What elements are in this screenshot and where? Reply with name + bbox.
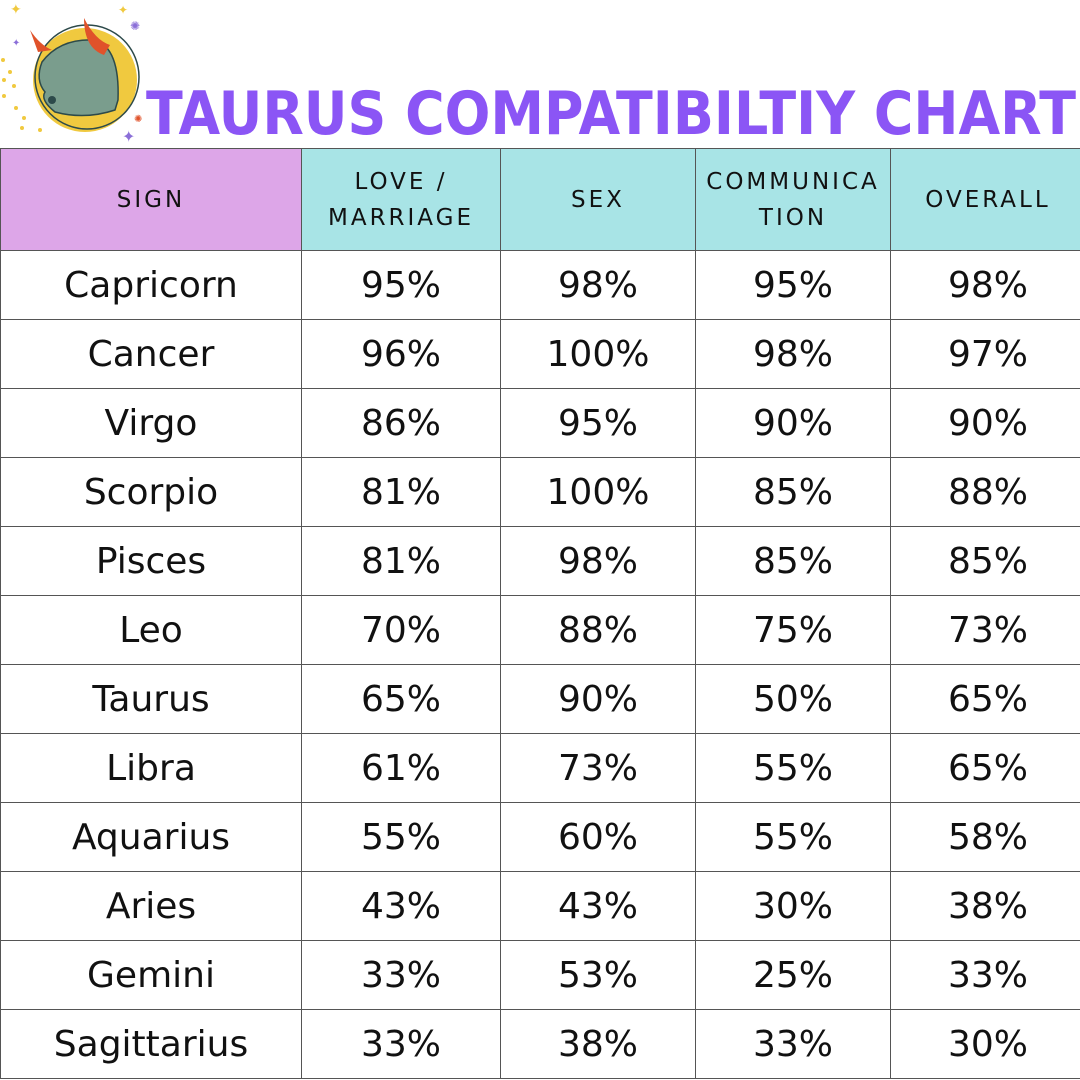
svg-text:✦: ✦ [10,2,22,18]
table-row: Virgo 86% 95% 90% 90% [0,388,1080,458]
svg-text:✦: ✦ [118,3,128,17]
value-cell: 38% [500,1009,696,1079]
value-cell: 73% [500,733,696,803]
value-cell: 43% [500,871,696,941]
sign-cell: Scorpio [0,457,302,527]
value-cell: 85% [890,526,1080,596]
value-cell: 33% [301,1009,501,1079]
value-cell: 33% [301,940,501,1010]
value-cell: 30% [890,1009,1080,1079]
column-header: OVERALL [890,148,1080,251]
value-cell: 90% [500,664,696,734]
value-cell: 97% [890,319,1080,389]
column-header-line: OVERALL [925,186,1051,213]
table-row: Capricorn 95% 98% 95% 98% [0,250,1080,320]
value-cell: 100% [500,457,696,527]
value-cell: 53% [500,940,696,1010]
column-header-line: SEX [571,186,625,213]
value-cell: 25% [695,940,891,1010]
svg-text:✦: ✦ [122,127,135,146]
taurus-bull-icon: ✦ ✦ ✺ ✦ ✺ ✦ [1,2,142,146]
table-row: Taurus 65% 90% 50% 65% [0,664,1080,734]
sign-cell: Virgo [0,388,302,458]
compatibility-table: SIGN LOVE / MARRIAGE SEX COMMUNICA TION OVERAL… [0,148,1080,1079]
table-row: Libra 61% 73% 55% 65% [0,733,1080,803]
table-row: Aries 43% 43% 30% 38% [0,871,1080,941]
value-cell: 98% [890,250,1080,320]
value-cell: 43% [301,871,501,941]
value-cell: 95% [695,250,891,320]
sign-cell: Capricorn [0,250,302,320]
value-cell: 55% [301,802,501,872]
column-header-line: LOVE / [354,168,448,195]
value-cell: 33% [890,940,1080,1010]
column-header-line: TION [758,204,828,231]
table-row: Sagittarius 33% 38% 33% 30% [0,1009,1080,1079]
value-cell: 65% [890,664,1080,734]
value-cell: 81% [301,457,501,527]
table-row: Leo 70% 88% 75% 73% [0,595,1080,665]
sign-cell: Aquarius [0,802,302,872]
value-cell: 96% [301,319,501,389]
value-cell: 98% [695,319,891,389]
value-cell: 65% [301,664,501,734]
sign-cell: Leo [0,595,302,665]
value-cell: 81% [301,526,501,596]
value-cell: 55% [695,802,891,872]
svg-text:✦: ✦ [12,38,20,49]
column-header: COMMUNICA TION [695,148,891,251]
value-cell: 85% [695,526,891,596]
header-row: SIGN LOVE / MARRIAGE SEX COMMUNICA TION OVERAL… [0,148,1080,251]
value-cell: 88% [890,457,1080,527]
sign-cell: Pisces [0,526,302,596]
value-cell: 70% [301,595,501,665]
svg-text:✺: ✺ [134,114,142,125]
value-cell: 86% [301,388,501,458]
value-cell: 55% [695,733,891,803]
table-row: Gemini 33% 53% 25% 33% [0,940,1080,1010]
title-text: TAURUS COMPATIBILTIY CHART [146,79,1076,142]
sign-cell: Sagittarius [0,1009,302,1079]
table-row: Cancer 96% 100% 98% 97% [0,319,1080,389]
value-cell: 95% [301,250,501,320]
value-cell: 33% [695,1009,891,1079]
table-row: Scorpio 81% 100% 85% 88% [0,457,1080,527]
value-cell: 75% [695,595,891,665]
value-cell: 85% [695,457,891,527]
column-header-line: COMMUNICA [706,168,880,195]
value-cell: 30% [695,871,891,941]
table-row: Pisces 81% 98% 85% 85% [0,526,1080,596]
table-row: Aquarius 55% 60% 55% 58% [0,802,1080,872]
column-header: LOVE / MARRIAGE [301,148,501,251]
column-header-line: MARRIAGE [327,204,474,231]
value-cell: 60% [500,802,696,872]
value-cell: 50% [695,664,891,734]
value-cell: 73% [890,595,1080,665]
value-cell: 90% [890,388,1080,458]
value-cell: 38% [890,871,1080,941]
sign-cell: Aries [0,871,302,941]
column-header-line: SIGN [116,186,186,213]
value-cell: 58% [890,802,1080,872]
svg-text:✺: ✺ [130,19,140,33]
value-cell: 98% [500,250,696,320]
sign-cell: Cancer [0,319,302,389]
value-cell: 100% [500,319,696,389]
sign-cell: Gemini [0,940,302,1010]
value-cell: 95% [500,388,696,458]
sign-cell: Libra [0,733,302,803]
value-cell: 90% [695,388,891,458]
value-cell: 61% [301,733,501,803]
value-cell: 98% [500,526,696,596]
column-header: SIGN [0,148,302,251]
column-header: SEX [500,148,696,251]
value-cell: 65% [890,733,1080,803]
page-title: TAURUS COMPATIBILTIY CHART [146,79,1076,142]
sign-cell: Taurus [0,664,302,734]
value-cell: 88% [500,595,696,665]
